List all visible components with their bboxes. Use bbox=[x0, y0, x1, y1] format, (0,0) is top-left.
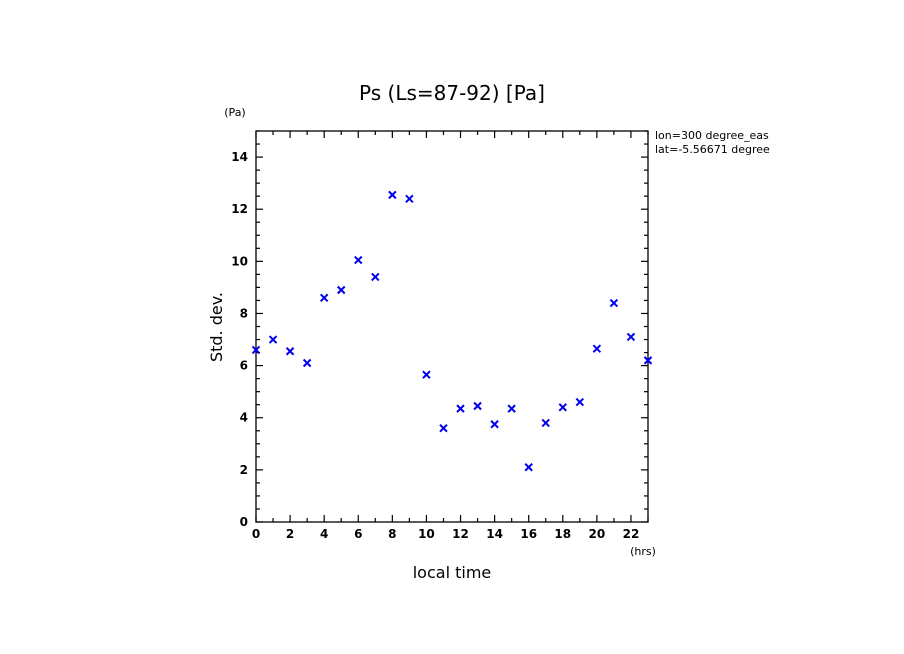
x-tick-label: 0 bbox=[252, 527, 260, 541]
x-tick-label: 8 bbox=[388, 527, 396, 541]
data-point bbox=[541, 418, 550, 428]
data-point-stroke bbox=[439, 423, 448, 433]
data-point-stroke bbox=[507, 404, 516, 413]
data-point bbox=[490, 420, 499, 429]
data-point bbox=[592, 344, 602, 353]
data-point-stroke bbox=[319, 293, 329, 303]
annotation-lat: lat=-5.56671 degree bbox=[655, 143, 770, 156]
x-tick-label: 2 bbox=[286, 527, 294, 541]
data-point-stroke bbox=[524, 463, 533, 472]
data-point bbox=[439, 423, 448, 433]
y-tick-label: 10 bbox=[231, 254, 248, 268]
y-tick-label: 4 bbox=[240, 411, 248, 425]
data-point bbox=[302, 358, 312, 368]
x-tick-label: 12 bbox=[452, 527, 469, 541]
data-point-stroke bbox=[473, 401, 482, 411]
data-point-stroke bbox=[405, 194, 414, 203]
data-point bbox=[422, 370, 431, 379]
data-point-stroke bbox=[592, 344, 602, 353]
x-tick-label: 14 bbox=[486, 527, 503, 541]
y-tick-label: 14 bbox=[231, 150, 248, 164]
x-tick-label: 20 bbox=[589, 527, 606, 541]
y-tick-label: 2 bbox=[240, 463, 248, 477]
x-axis-label: local time bbox=[413, 563, 492, 582]
data-point-stroke bbox=[541, 418, 550, 428]
data-point-stroke bbox=[609, 298, 619, 308]
marks-layer bbox=[251, 190, 653, 472]
y-tick-label: 0 bbox=[240, 515, 248, 529]
x-tick-label: 6 bbox=[354, 527, 362, 541]
data-point bbox=[643, 356, 653, 365]
data-point bbox=[388, 190, 397, 200]
data-point bbox=[337, 285, 346, 295]
data-point-stroke bbox=[388, 190, 397, 200]
data-point-stroke bbox=[626, 332, 636, 342]
data-point-stroke bbox=[302, 358, 312, 368]
data-point bbox=[268, 335, 278, 344]
x-tick-label: 10 bbox=[418, 527, 435, 541]
data-point bbox=[626, 332, 636, 342]
x-tick-label: 4 bbox=[320, 527, 328, 541]
data-point-stroke bbox=[371, 272, 380, 282]
data-point bbox=[609, 298, 619, 308]
data-point-stroke bbox=[456, 404, 465, 413]
data-point bbox=[473, 401, 482, 411]
data-point-stroke bbox=[337, 285, 346, 295]
data-point-stroke bbox=[251, 345, 261, 355]
data-point-stroke bbox=[285, 347, 295, 356]
x-tick-label: 22 bbox=[623, 527, 640, 541]
y-axis-label: Std. dev. bbox=[207, 292, 226, 362]
data-point-stroke bbox=[643, 356, 653, 365]
y-tick-label: 8 bbox=[240, 306, 248, 320]
y-tick-label: 6 bbox=[240, 359, 248, 373]
y-tick-label: 12 bbox=[231, 202, 248, 216]
data-point-stroke bbox=[354, 255, 363, 265]
data-point bbox=[371, 272, 380, 282]
data-point bbox=[405, 194, 414, 203]
data-point bbox=[456, 404, 465, 413]
annotation-lon: lon=300 degree_eas bbox=[655, 129, 769, 142]
x-tick-label: 16 bbox=[520, 527, 537, 541]
data-point bbox=[251, 345, 261, 355]
data-point-stroke bbox=[268, 335, 278, 344]
data-point-stroke bbox=[490, 420, 499, 429]
x-unit-label: (hrs) bbox=[630, 545, 656, 558]
chart-title: Ps (Ls=87-92) [Pa] bbox=[359, 81, 545, 105]
data-point bbox=[319, 293, 329, 303]
plot-frame bbox=[255, 130, 649, 523]
data-point bbox=[575, 397, 585, 407]
data-point bbox=[354, 255, 363, 265]
y-unit-label: (Pa) bbox=[224, 106, 245, 119]
data-point-stroke bbox=[558, 403, 567, 412]
data-point-stroke bbox=[422, 370, 431, 379]
data-point bbox=[558, 403, 567, 412]
data-point bbox=[285, 347, 295, 356]
data-point-stroke bbox=[575, 397, 585, 407]
axes-layer: 0 2 4 6 8 10 12 14 16 18 20 22 0 2 4 6 8 10 12 14 bbox=[231, 130, 649, 541]
x-tick-label: 18 bbox=[554, 527, 571, 541]
data-point bbox=[524, 463, 533, 472]
data-point bbox=[507, 404, 516, 413]
